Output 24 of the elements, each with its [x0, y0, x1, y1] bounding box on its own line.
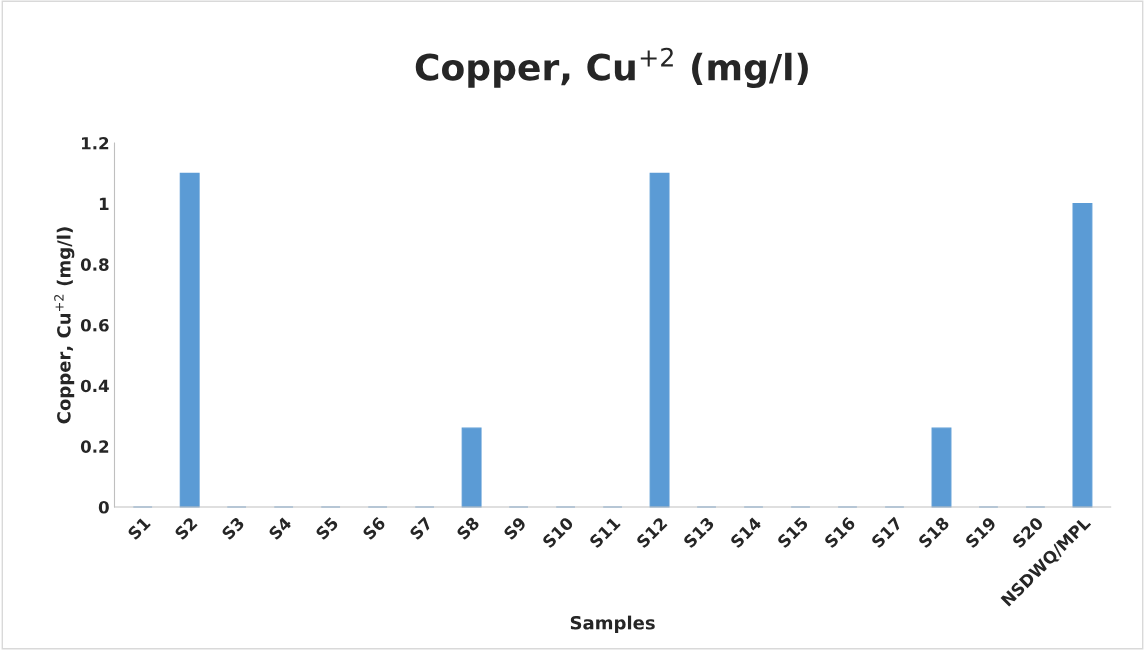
x-tick-label: S1 [127, 516, 152, 541]
y-tick-label: 0.6 [80, 318, 109, 332]
bar [179, 172, 200, 508]
x-tick-label: S5 [315, 516, 339, 541]
y-tick-label: 0.4 [80, 379, 109, 393]
y-tick-label: 0.8 [80, 258, 109, 271]
y-tick-label: 0 [98, 500, 109, 514]
x-tick-label: S8 [455, 516, 480, 541]
x-tick-label: S9 [502, 516, 527, 541]
bar [649, 172, 670, 508]
bar [931, 427, 952, 508]
y-tick-label: 0.2 [80, 440, 109, 453]
x-tick-label: S7 [408, 516, 433, 541]
x-tick-label: S4 [268, 516, 293, 541]
x-tick-label: S2 [174, 516, 198, 541]
x-tick-label: S3 [221, 516, 245, 541]
x-tick-label: S6 [362, 516, 387, 541]
y-tick-label: 1.2 [82, 136, 109, 150]
y-axis-title: Copper, Cu$^{+2}$ (mg/l) [54, 227, 75, 424]
x-axis-title: Samples [570, 615, 655, 634]
bar [1072, 203, 1093, 508]
chart-title: Copper, Cu$^{+2}$ (mg/l) [415, 47, 808, 89]
bar [461, 427, 482, 508]
y-tick-label: 1 [99, 197, 109, 210]
